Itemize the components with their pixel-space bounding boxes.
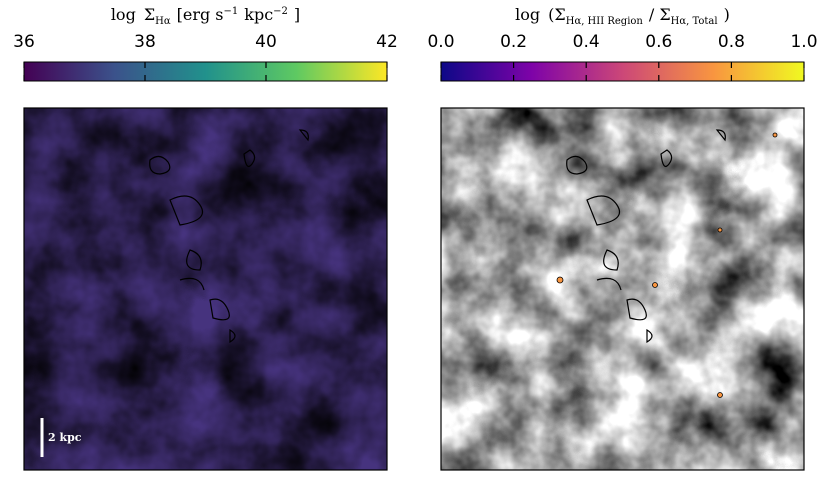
colorbar-tick-label: 0.2 [500, 32, 527, 52]
colorbar-tick-label: 0.0 [427, 32, 454, 52]
map-texture [24, 108, 387, 470]
title-part: log [515, 5, 540, 24]
title-part: kpc [244, 5, 273, 24]
title-part: [erg s [177, 5, 224, 24]
colorbar [440, 61, 805, 82]
colorbar-tick-label: 0.6 [645, 32, 672, 52]
colorbar-tick-label: 0.4 [573, 32, 600, 52]
map-frame [23, 107, 388, 471]
hot-spots [556, 132, 778, 398]
colorbar-tick-label: 0.8 [718, 32, 745, 52]
map-texture [441, 108, 804, 470]
colorbar-tick-label: 1.0 [790, 32, 817, 52]
map-frame [440, 107, 805, 471]
contours [149, 129, 309, 344]
colorbar-title: log (ΣHα, HII Region / ΣHα, Total) [515, 5, 730, 27]
title-part: (Σ [548, 5, 566, 24]
contours [566, 129, 726, 344]
title-part: −1 [224, 6, 239, 17]
colorbar-tick-label: 42 [376, 32, 398, 52]
colorbar-title: log ΣHα [erg s−1 kpc−2] [111, 5, 300, 27]
scale-bar-label: 2 kpc [48, 431, 82, 444]
colorbar-tick-label: 36 [13, 32, 35, 52]
colorbar-tick-label: 40 [255, 32, 277, 52]
title-part: / Σ [649, 5, 671, 24]
title-part: Hα [155, 16, 171, 27]
title-part: Hα, HII Region [566, 16, 644, 27]
colorbar [23, 61, 388, 82]
title-part: Σ [144, 5, 155, 24]
title-part: ) [724, 5, 730, 24]
title-part: −2 [273, 6, 288, 17]
title-part: log [111, 5, 136, 24]
title-part: Hα, Total [671, 16, 718, 27]
title-part: ] [294, 5, 300, 24]
colorbar-tick-label: 38 [134, 32, 156, 52]
